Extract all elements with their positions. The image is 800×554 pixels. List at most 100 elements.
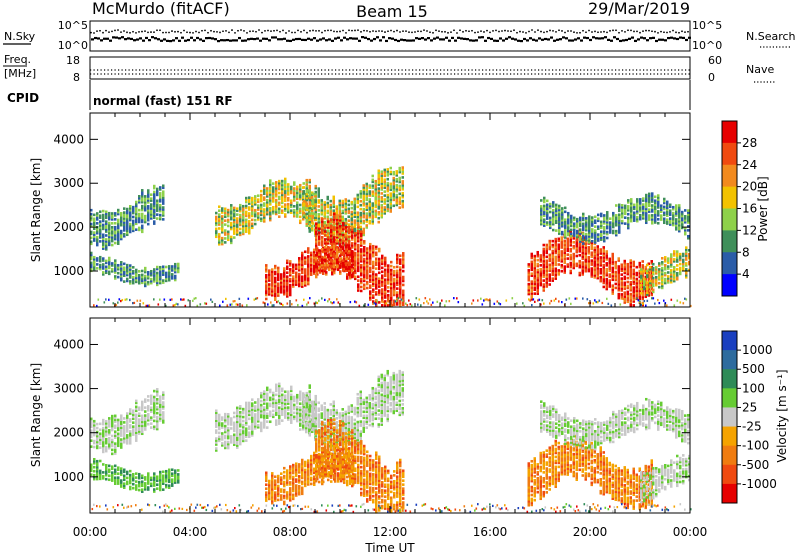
echo-cell (652, 266, 655, 270)
noise-search-point (558, 29, 560, 32)
echo-cell (317, 189, 320, 192)
noise-sky-point (634, 39, 637, 43)
echo-cell (165, 279, 168, 283)
echo-cell (578, 271, 581, 275)
echo-cell (679, 256, 682, 260)
echo-cell (102, 217, 105, 221)
echo-cell (329, 207, 332, 211)
echo-cell (336, 263, 339, 267)
echo-cell (114, 416, 117, 420)
noise-sky-point (139, 37, 142, 40)
echo-cell (560, 244, 563, 247)
echo-cell (644, 281, 647, 285)
echo-cell (646, 281, 649, 285)
noise-search-point (252, 30, 254, 33)
echo-cell (635, 293, 638, 297)
noise-search-point (315, 29, 317, 32)
echo-cell (245, 218, 248, 222)
echo-cell (555, 221, 558, 224)
echo-cell (138, 195, 141, 198)
echo-cell (545, 243, 548, 247)
echo-cell (362, 233, 365, 237)
echo-cell (600, 234, 603, 237)
echo-cell (661, 282, 664, 286)
echo-cell (126, 418, 129, 421)
echo-cell (614, 272, 617, 276)
noise-sky-point (292, 38, 295, 41)
echo-cell (378, 265, 381, 269)
echo-cell (324, 259, 327, 263)
echo-cell (627, 207, 630, 210)
noise-sky-point (169, 39, 172, 43)
echo-cell (375, 279, 378, 282)
echo-cell (381, 298, 384, 301)
echo-cell (660, 218, 663, 221)
echo-cell (533, 280, 536, 284)
noise-search-point (663, 31, 665, 34)
echo-cell (174, 262, 177, 266)
echo-cell (102, 444, 105, 448)
echo-cell (596, 268, 599, 272)
noise-sky-point (607, 38, 610, 41)
echo-cell (545, 247, 548, 251)
echo-cell (641, 260, 644, 263)
noise-panel: N.Sky 10^5 10^0 10^5 10^0 N.Search (3, 19, 796, 52)
noise-sky-point (235, 39, 238, 42)
echo-cell (635, 285, 638, 289)
echo-cell (126, 229, 129, 233)
echo-cell (230, 213, 233, 217)
echo-cell (649, 289, 652, 293)
echo-cell (301, 281, 304, 284)
echo-cell (371, 180, 374, 184)
echo-cell (572, 254, 575, 258)
echo-cell (290, 205, 293, 209)
echo-cell (304, 250, 307, 254)
echo-cell (302, 194, 305, 197)
echo-cell (333, 261, 336, 265)
echo-cell (102, 243, 105, 246)
echo-cell (159, 298, 161, 301)
echo-cell (551, 271, 554, 275)
echo-cell (336, 265, 339, 269)
echo-cell (117, 422, 120, 426)
echo-cell (387, 274, 390, 277)
echo-cell (289, 273, 292, 277)
echo-cell (372, 282, 375, 286)
echo-cell (603, 216, 606, 219)
echo-cell (551, 265, 554, 269)
echo-cell (536, 282, 539, 286)
echo-cell (588, 215, 591, 218)
echo-cell (105, 427, 108, 431)
echo-cell (298, 264, 301, 268)
echo-cell (108, 211, 111, 215)
echo-cell (315, 301, 317, 304)
echo-cell (156, 191, 159, 195)
echo-cell (283, 267, 286, 270)
echo-cell (660, 210, 663, 213)
echo-cell (530, 290, 533, 293)
echo-cell (102, 215, 105, 219)
echo-cell (548, 259, 551, 263)
echo-cell (105, 240, 108, 243)
echo-cell (295, 281, 298, 284)
echo-cell (111, 212, 114, 215)
noise-search-point (135, 31, 137, 34)
echo-cell (369, 274, 372, 278)
echo-cell (313, 272, 316, 275)
echo-cell (284, 179, 287, 183)
echo-cell (387, 293, 390, 297)
echo-cell (673, 258, 676, 261)
echo-cell (549, 220, 552, 224)
echo-cell (638, 279, 641, 283)
echo-cell (608, 269, 611, 272)
echo-cell (669, 219, 672, 222)
echo-cell (156, 265, 159, 269)
echo-cell (354, 275, 357, 279)
echo-cell (230, 237, 233, 241)
echo-cell (603, 220, 606, 223)
echo-cell (398, 188, 401, 192)
noise-right-tick-bottom: 10^0 (692, 39, 722, 52)
echo-cell (530, 288, 533, 291)
echo-cell (666, 206, 669, 210)
echo-cell (347, 199, 350, 203)
